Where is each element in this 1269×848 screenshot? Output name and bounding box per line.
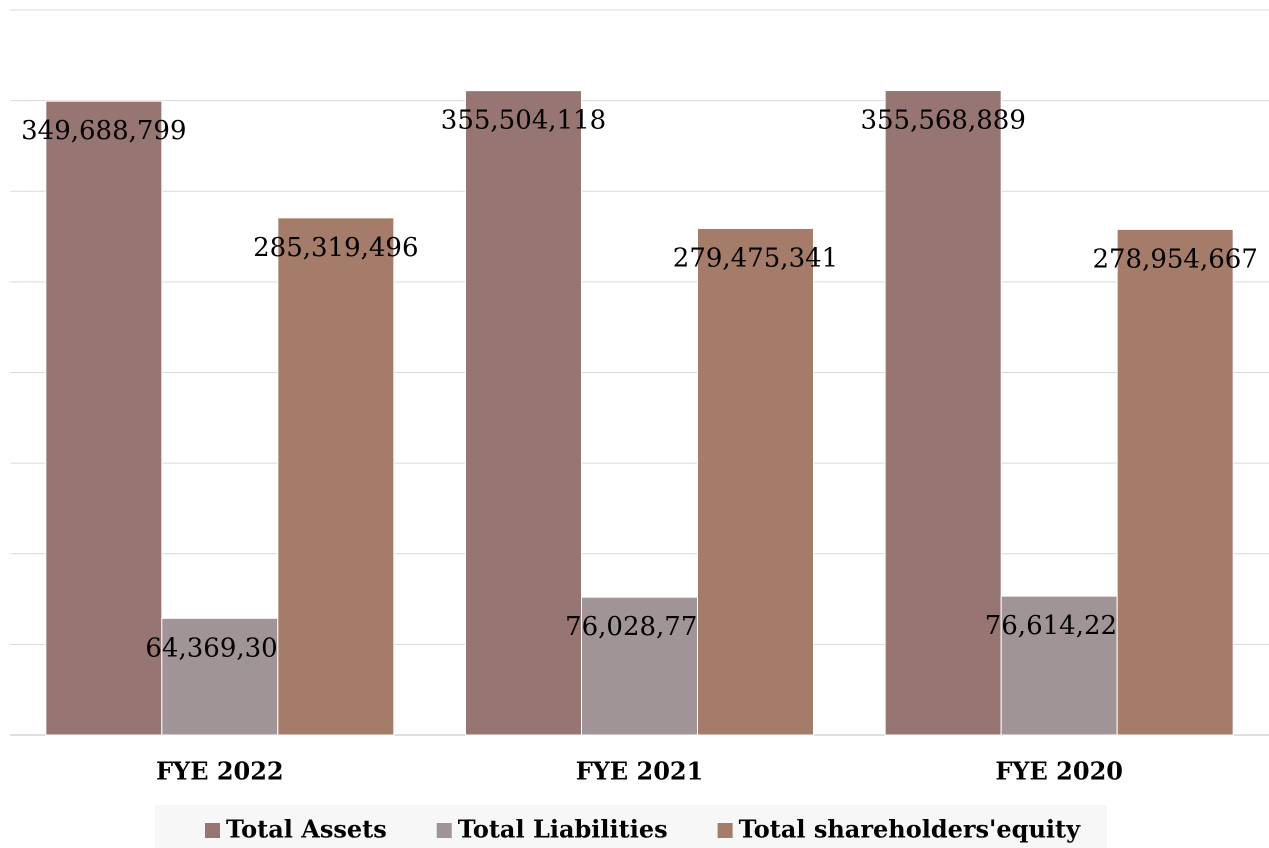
data-label: 278,954,667 [1092,244,1257,274]
legend-label: Total Liabilities [458,815,668,844]
bar [884,90,1002,736]
data-label: 76,614,222 [985,611,1134,641]
bar [697,227,814,736]
bar [1116,228,1234,736]
legend-swatch [717,823,733,838]
bar [465,90,582,736]
data-label: 355,504,118 [441,106,606,136]
x-tick-label: FYE 2021 [576,757,704,786]
bar [581,596,698,736]
bar [1000,595,1118,736]
legend-swatch [436,823,452,838]
data-label: 285,319,496 [253,233,418,263]
bar [277,217,395,736]
data-label: 355,568,889 [860,106,1025,136]
bar [45,100,163,736]
data-label: 76,028,777 [565,612,714,642]
x-tick-label: FYE 2022 [156,757,284,786]
data-label: 279,475,341 [673,243,838,273]
x-tick-label: FYE 2020 [995,757,1123,786]
bar [161,617,279,736]
legend-label: Total Assets [226,815,387,844]
data-label: 64,369,303 [145,633,294,663]
legend-box [155,805,1107,848]
legend-label: Total shareholders'equity [739,815,1081,844]
legend-swatch [205,823,220,838]
data-label: 349,688,799 [21,116,186,146]
